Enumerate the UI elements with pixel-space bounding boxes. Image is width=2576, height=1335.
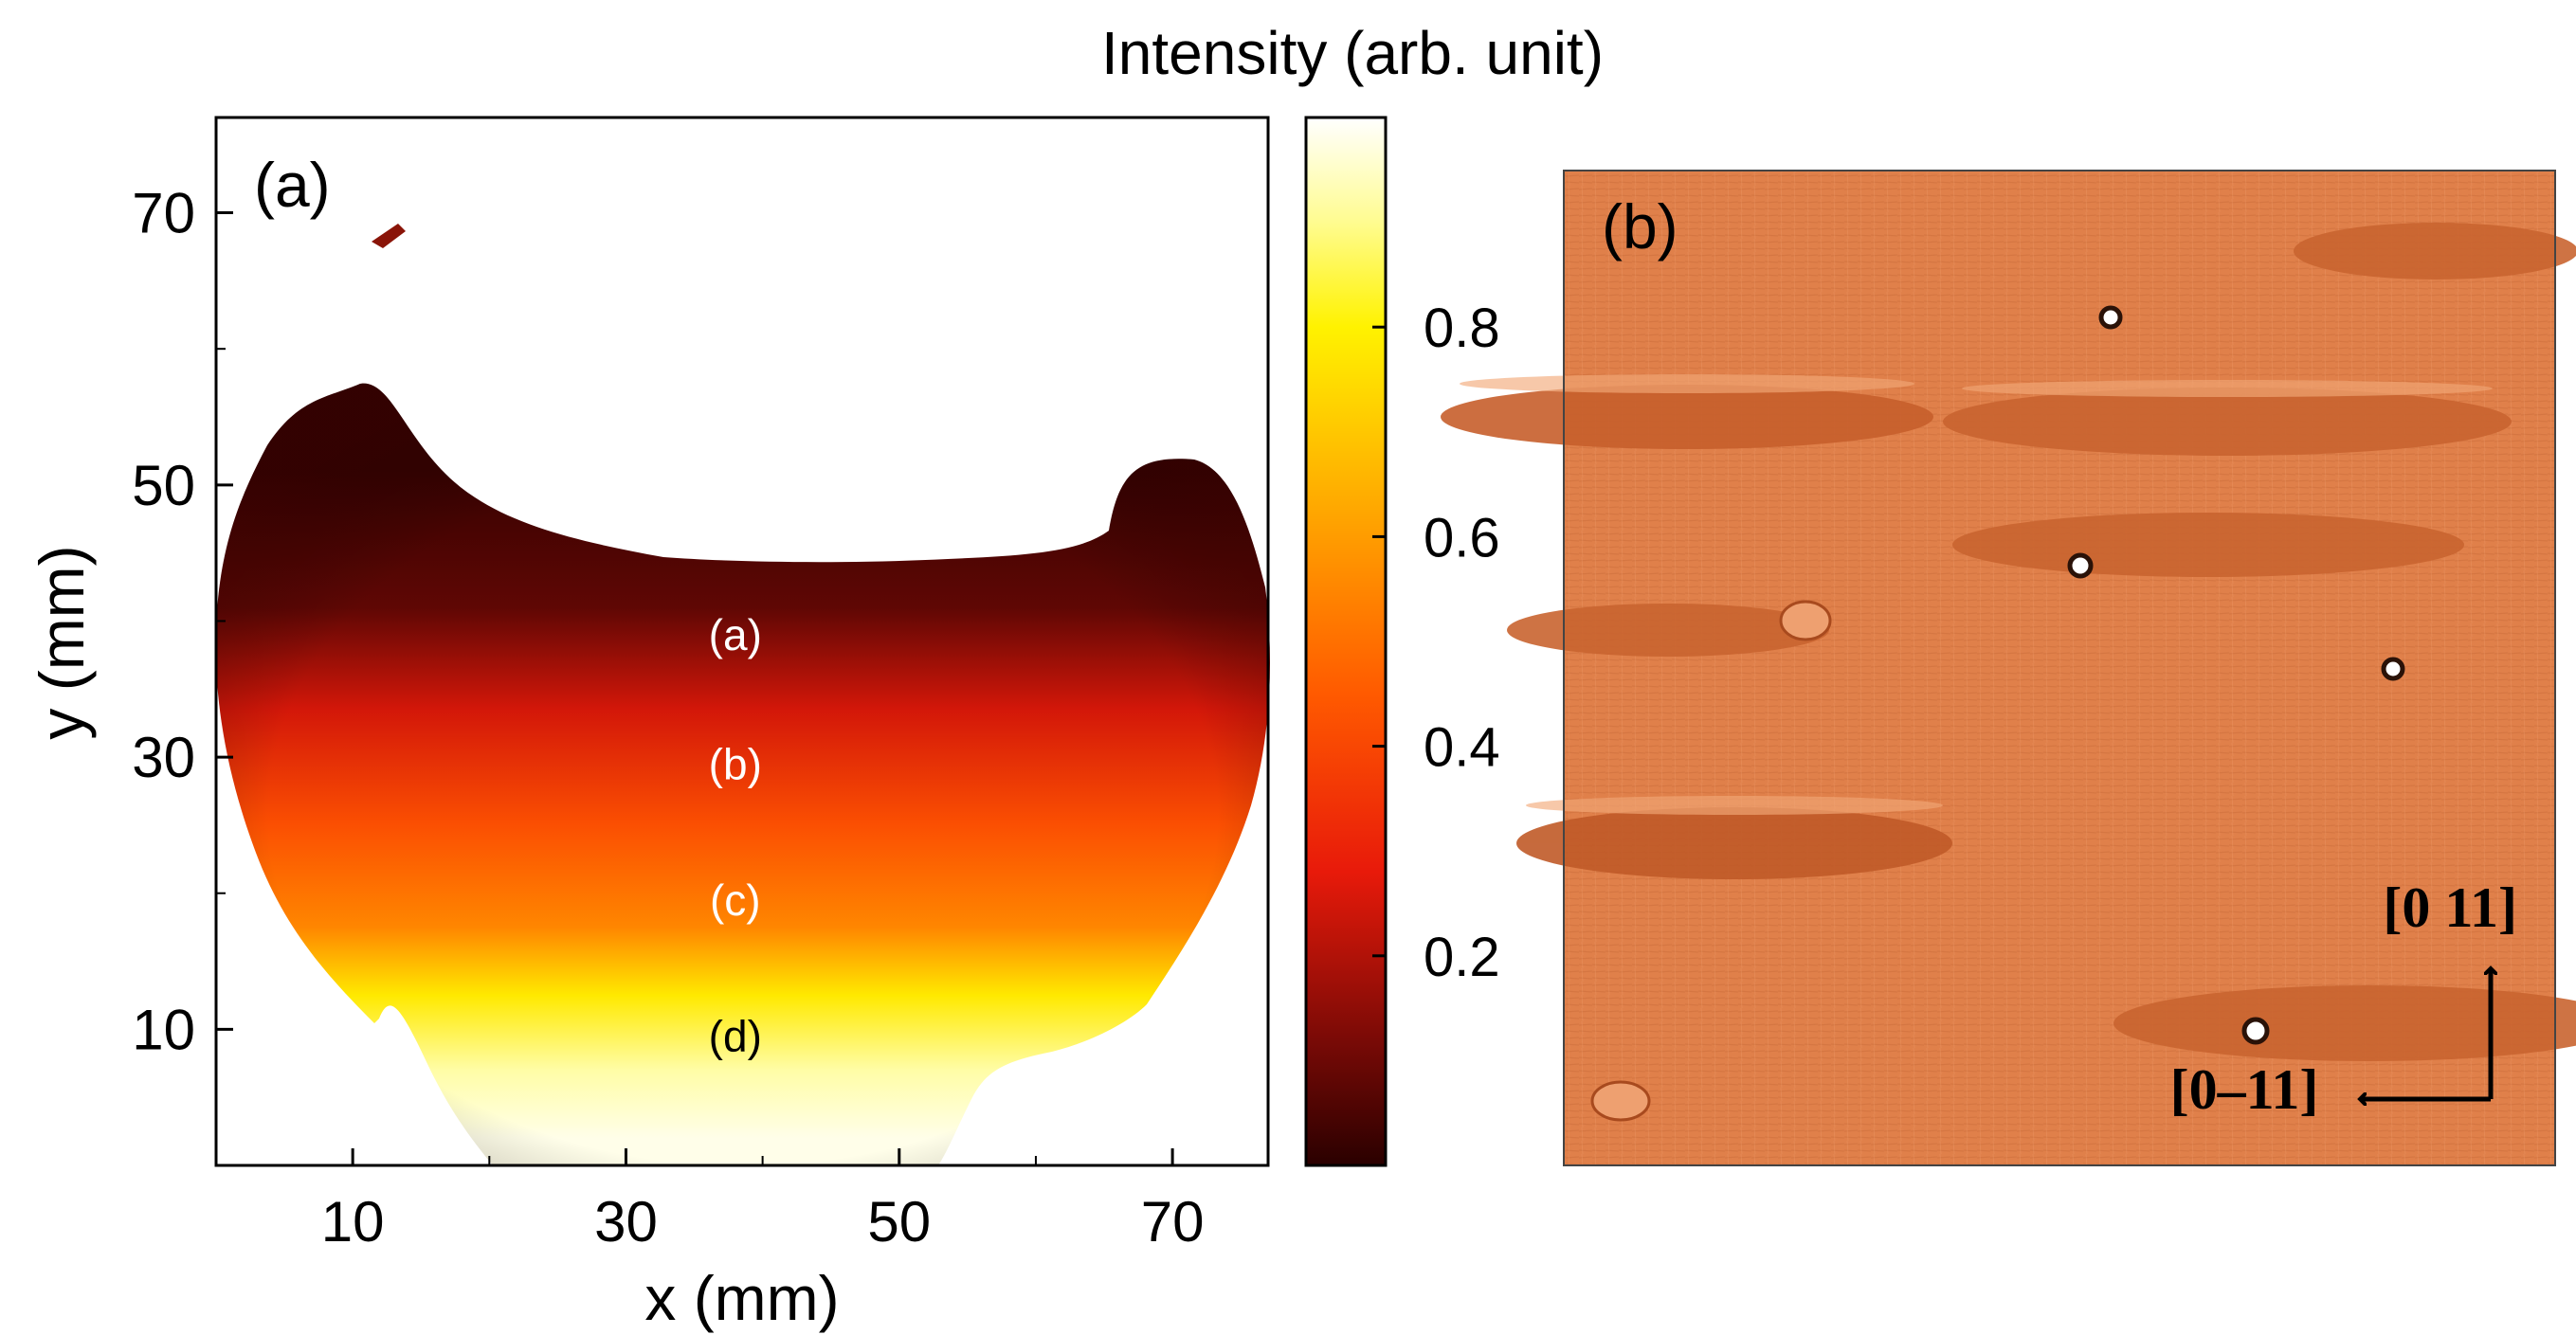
streak-highlight	[1526, 796, 1943, 815]
region-label: (d)	[709, 1012, 762, 1061]
crystal-direction-indicator: [0 11] [0–11]	[2170, 876, 2517, 1121]
heatmap-annotations: (a) (b) (c) (d)	[709, 610, 762, 1061]
region-label: (c)	[710, 875, 761, 925]
pit-features	[1590, 305, 2405, 1122]
streak-feature	[1952, 513, 2464, 577]
y-tick-label: 70	[132, 182, 195, 245]
hillock-feature	[1779, 600, 1832, 641]
heatmap-edge-shading	[215, 383, 1270, 1165]
y-tick-label: 10	[132, 998, 195, 1061]
microscopy-image-border	[1563, 170, 2556, 1166]
x-axis-label: x (mm)	[644, 1263, 839, 1333]
region-label: (a)	[709, 610, 762, 659]
hillock-feature	[1590, 1080, 1651, 1122]
x-tick-label: 50	[867, 1190, 931, 1254]
pit-feature	[2098, 305, 2123, 330]
colorbar-tick-label: 0.4	[1424, 717, 1500, 779]
colorbar: 0.2 0.4 0.6 0.8 Intensity (arb. unit)	[1101, 19, 1604, 1167]
streak-highlight	[1460, 374, 1914, 393]
y-tick-label: 50	[132, 454, 195, 517]
streak-feature	[1516, 807, 1952, 879]
heatmap-plot-frame	[214, 116, 1270, 1167]
streak-highlight	[1962, 380, 2493, 397]
panel-a-label: (a)	[254, 150, 331, 220]
colorbar-tick-label: 0.6	[1424, 507, 1500, 568]
y-axis-ticks: 10 30 50 70	[132, 182, 233, 1061]
colorbar-tick-label: 0.8	[1424, 298, 1500, 359]
direction-label-horizontal: [0–11]	[2170, 1058, 2319, 1121]
streak-feature	[2113, 985, 2576, 1061]
direction-label-vertical: [0 11]	[2383, 876, 2517, 939]
colorbar-ticks: 0.2 0.4 0.6 0.8	[1372, 298, 1500, 988]
x-tick-label: 30	[594, 1190, 658, 1254]
panel-b-label: (b)	[1602, 191, 1678, 262]
heatmap-panel: 10 30 50 70 10 30 50 70 (a) (b) (c) (d) (a) x (mm…	[27, 116, 1270, 1333]
heatmap-fragment	[372, 224, 406, 248]
y-tick-label: 30	[132, 726, 195, 789]
x-tick-label: 70	[1141, 1190, 1205, 1254]
streak-feature	[1507, 604, 1829, 657]
region-label: (b)	[709, 739, 762, 788]
colorbar-label: Intensity (arb. unit)	[1101, 19, 1604, 87]
y-axis-label: y (mm)	[27, 545, 97, 739]
streak-feature	[1943, 388, 2512, 456]
colorbar-gradient	[1304, 116, 1388, 1167]
colorbar-tick-label: 0.2	[1424, 927, 1500, 988]
pit-feature	[2241, 1017, 2270, 1045]
microscopy-image-panel: (b) [0 11] [0–11]	[1441, 170, 2576, 1166]
streak-feature	[1441, 385, 1933, 449]
x-axis-ticks: 10 30 50 70	[321, 1148, 1205, 1254]
pit-feature	[2067, 552, 2094, 579]
x-tick-label: 10	[321, 1190, 385, 1254]
pit-feature	[2381, 657, 2405, 681]
streak-feature	[2294, 223, 2576, 280]
